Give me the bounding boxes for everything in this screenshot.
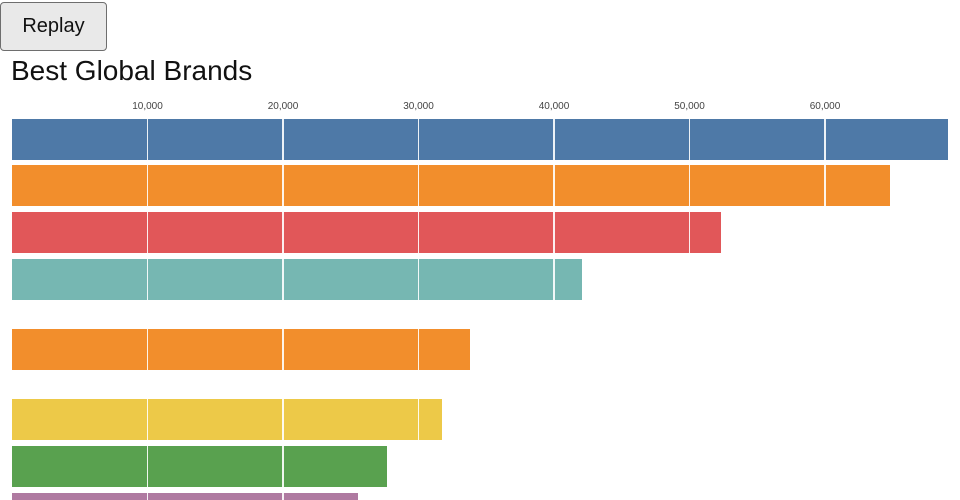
gridline <box>824 117 826 500</box>
bar <box>12 398 442 440</box>
axis-tick-label: 40,000 <box>538 101 570 112</box>
bar <box>12 258 583 300</box>
gridline <box>282 117 284 500</box>
bar <box>12 118 949 160</box>
gridline <box>417 117 420 500</box>
bar <box>12 445 388 487</box>
axis-tick-label: 10,000 <box>132 101 163 112</box>
axis-tick-label: 50,000 <box>674 101 705 112</box>
replay-button[interactable]: Replay <box>0 2 107 51</box>
bar <box>12 165 891 207</box>
gridline <box>553 117 555 500</box>
axis-tick-label: 60,000 <box>809 101 841 112</box>
bar <box>12 212 721 254</box>
axis-tick-label: 20,000 <box>267 101 299 112</box>
gridline <box>688 117 691 500</box>
chart-title: Best Global Brands <box>11 55 253 86</box>
bar <box>12 329 470 370</box>
gridline <box>146 117 149 500</box>
axis-tick-label: 30,000 <box>403 101 434 112</box>
bar <box>12 492 358 500</box>
